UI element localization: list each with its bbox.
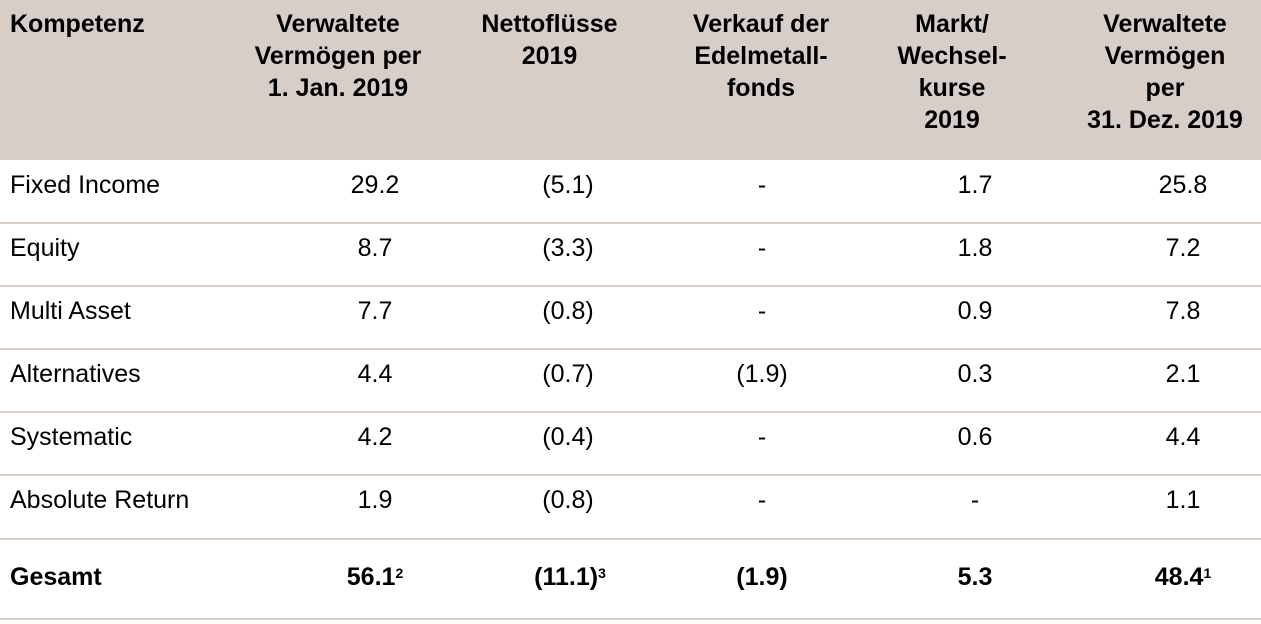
table-row: Equity 8.7 (3.3) - 1.8 7.2 bbox=[0, 223, 1261, 286]
cell-sale: - bbox=[757, 234, 767, 262]
cell-assets-end: 2.1 bbox=[1165, 360, 1201, 388]
cell-net-flows: (0.8) bbox=[542, 486, 594, 514]
cell-market: 0.9 bbox=[957, 297, 993, 325]
table-row: Systematic 4.2 (0.4) - 0.6 4.4 bbox=[0, 412, 1261, 475]
header-net-flows: Nettoflüsse 2019 bbox=[481, 10, 618, 70]
cell-sale: (1.9) bbox=[736, 360, 788, 388]
row-divider bbox=[0, 285, 1261, 287]
row-divider bbox=[0, 411, 1261, 413]
cell-assets-start: 4.4 bbox=[357, 360, 393, 388]
row-label: Systematic bbox=[10, 423, 133, 451]
row-label: Fixed Income bbox=[10, 171, 161, 199]
cell-assets-end: 1.1 bbox=[1165, 486, 1201, 514]
cell-market: 0.3 bbox=[957, 360, 993, 388]
row-label: Equity bbox=[10, 234, 80, 262]
row-divider bbox=[0, 348, 1261, 350]
cell-sale: - bbox=[757, 486, 767, 514]
cell-market: 1.8 bbox=[957, 234, 993, 262]
cell-net-flows: (3.3) bbox=[542, 234, 594, 262]
cell-assets-start: 1.9 bbox=[357, 486, 393, 514]
cell-assets-end: 25.8 bbox=[1158, 171, 1208, 199]
table-row: Alternatives 4.4 (0.7) (1.9) 0.3 2.1 bbox=[0, 349, 1261, 412]
cell-net-flows: (0.7) bbox=[542, 360, 594, 388]
table-header: Kompetenz Verwaltete Vermögen per 1. Jan… bbox=[0, 0, 1261, 160]
total-market: 5.3 bbox=[957, 563, 993, 591]
cell-assets-end: 7.8 bbox=[1165, 297, 1201, 325]
cell-sale: - bbox=[757, 423, 767, 451]
cell-market: 0.6 bbox=[957, 423, 993, 451]
cell-market: 1.7 bbox=[957, 171, 993, 199]
row-divider bbox=[0, 222, 1261, 224]
total-sale: (1.9) bbox=[736, 563, 788, 591]
cell-assets-start: 7.7 bbox=[357, 297, 393, 325]
cell-sale: - bbox=[757, 297, 767, 325]
cell-assets-end: 4.4 bbox=[1165, 423, 1201, 451]
header-assets-start: Verwaltete Vermögen per 1. Jan. 2019 bbox=[254, 10, 422, 102]
table-bottom-border bbox=[0, 618, 1261, 620]
cell-net-flows: (0.8) bbox=[542, 297, 594, 325]
total-net-flows: (11.1)3 bbox=[534, 563, 606, 591]
row-divider bbox=[0, 474, 1261, 476]
total-assets-start: 56.12 bbox=[346, 563, 404, 591]
header-assets-end: Verwaltete Vermögen per 31. Dez. 2019 bbox=[1087, 10, 1243, 134]
cell-assets-end: 7.2 bbox=[1165, 234, 1201, 262]
cell-assets-start: 29.2 bbox=[350, 171, 400, 199]
row-label: Absolute Return bbox=[10, 486, 190, 514]
footnote-marker: 3 bbox=[598, 565, 606, 581]
footnote-marker: 1 bbox=[1203, 565, 1212, 581]
header-kompetenz: Kompetenz bbox=[10, 10, 145, 38]
total-label: Gesamt bbox=[10, 563, 102, 591]
cell-net-flows: (5.1) bbox=[542, 171, 594, 199]
row-label: Multi Asset bbox=[10, 297, 131, 325]
table-row: Fixed Income 29.2 (5.1) - 1.7 25.8 bbox=[0, 160, 1261, 223]
table-row: Absolute Return 1.9 (0.8) - - 1.1 bbox=[0, 475, 1261, 538]
row-divider bbox=[0, 538, 1261, 540]
total-assets-end: 48.41 bbox=[1154, 563, 1212, 591]
cell-assets-start: 8.7 bbox=[357, 234, 393, 262]
cell-assets-start: 4.2 bbox=[357, 423, 393, 451]
footnote-marker: 2 bbox=[395, 565, 404, 581]
table-row: Multi Asset 7.7 (0.8) - 0.9 7.8 bbox=[0, 286, 1261, 349]
header-sale-precious-metals: Verkauf der Edelmetall- fonds bbox=[692, 10, 830, 102]
cell-market: - bbox=[970, 486, 980, 514]
cell-net-flows: (0.4) bbox=[542, 423, 594, 451]
header-market-fx: Markt/ Wechsel- kurse 2019 bbox=[897, 10, 1007, 134]
row-label: Alternatives bbox=[10, 360, 141, 388]
cell-sale: - bbox=[757, 171, 767, 199]
total-row: Gesamt 56.12 (11.1)3 (1.9) 5.3 48.41 bbox=[0, 552, 1261, 615]
